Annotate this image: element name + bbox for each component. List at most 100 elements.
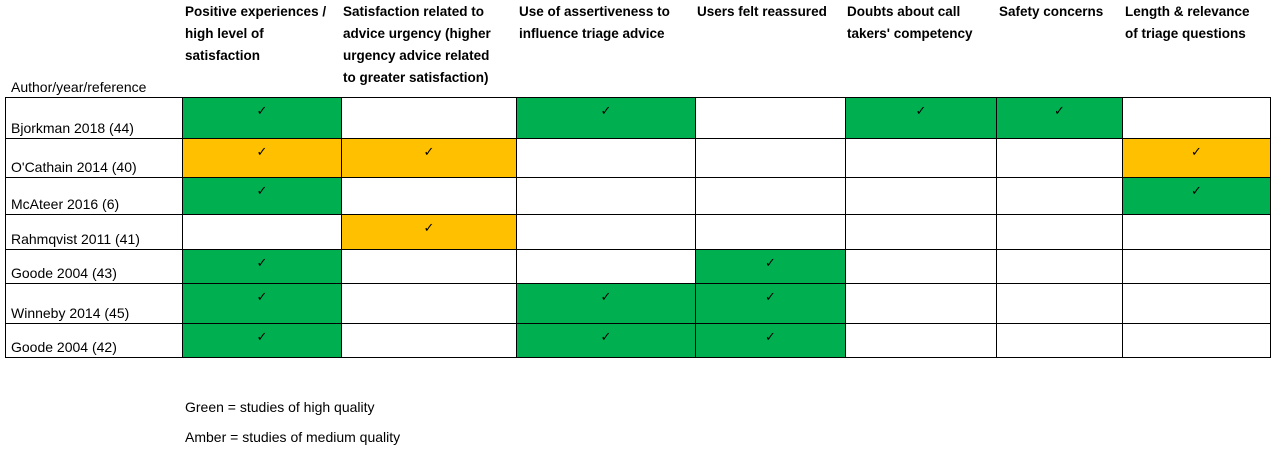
check-icon: ✓ (256, 290, 268, 305)
finding-cell: ✓ (695, 283, 846, 324)
finding-cell: ✓ (182, 177, 342, 215)
column-header-6: Safety concerns (999, 1, 1103, 23)
check-icon: ✓ (600, 330, 612, 345)
finding-cell: ✓ (516, 283, 696, 324)
finding-cell (845, 323, 997, 358)
check-icon: ✓ (1191, 145, 1202, 160)
column-header-2: Satisfaction related to advice urgency (h… (343, 1, 491, 89)
finding-cell (845, 249, 997, 284)
author-cell: Bjorkman 2018 (44) (5, 97, 183, 139)
finding-cell: ✓ (695, 249, 846, 284)
column-header-1: Positive experiences / high level of satis… (185, 1, 326, 67)
finding-cell: ✓ (516, 97, 696, 139)
author-label: Goode 2004 (42) (11, 339, 117, 355)
column-header-3: Use of assertiveness to influence triage … (519, 1, 670, 45)
author-label: Winneby 2014 (45) (11, 305, 130, 321)
author-label: Goode 2004 (43) (11, 265, 117, 281)
finding-cell (341, 249, 517, 284)
finding-cell (695, 97, 846, 139)
author-column-heading: Author/year/reference (11, 79, 147, 95)
finding-cell (1122, 214, 1271, 250)
finding-cell (996, 214, 1123, 250)
author-cell: Rahmqvist 2011 (41) (5, 214, 183, 250)
author-label: McAteer 2016 (6) (11, 196, 120, 212)
finding-cell (516, 249, 696, 284)
check-icon: ✓ (765, 290, 776, 305)
column-header-line: Safety concerns (999, 4, 1104, 19)
author-label: O'Cathain 2014 (40) (11, 159, 137, 175)
column-header-line: influence triage advice (519, 26, 665, 41)
finding-cell (996, 177, 1123, 215)
finding-cell: ✓ (182, 97, 342, 139)
table-row: McAteer 2016 (6) ✓ ✓ (5, 177, 1271, 215)
finding-cell (996, 283, 1123, 324)
check-icon: ✓ (915, 104, 927, 119)
check-icon: ✓ (256, 330, 268, 345)
check-icon: ✓ (600, 104, 612, 119)
finding-cell (341, 323, 517, 358)
column-header-line: Positive experiences / (185, 4, 327, 19)
finding-cell (845, 138, 997, 178)
check-icon: ✓ (1191, 184, 1202, 199)
author-cell: McAteer 2016 (6) (5, 177, 183, 215)
column-header-line: of triage questions (1125, 26, 1246, 41)
column-header-line: high level of (185, 26, 264, 41)
column-header-line: urgency advice related (343, 48, 490, 63)
finding-cell (341, 283, 517, 324)
finding-cell: ✓ (182, 249, 342, 284)
finding-cell (1122, 249, 1271, 284)
column-header-line: Length & relevance (1125, 4, 1250, 19)
column-header-line: Satisfaction related to (343, 4, 485, 19)
table-row: Goode 2004 (42) ✓ ✓ ✓ (5, 323, 1271, 358)
check-icon: ✓ (765, 256, 776, 271)
finding-cell (695, 138, 846, 178)
finding-cell (182, 214, 342, 250)
finding-cell (996, 249, 1123, 284)
author-cell: Goode 2004 (43) (5, 249, 183, 284)
check-icon: ✓ (423, 145, 435, 160)
column-header-line: takers' competency (847, 26, 973, 41)
finding-cell: ✓ (516, 323, 696, 358)
column-header-line: satisfaction (185, 48, 261, 63)
finding-cell: ✓ (1122, 138, 1271, 178)
finding-cell (845, 177, 997, 215)
finding-cell (996, 323, 1123, 358)
column-header-line: Users felt reassured (697, 4, 827, 19)
finding-cell (845, 283, 997, 324)
column-header-7: Length & relevance of triage questions (1125, 1, 1250, 45)
finding-cell: ✓ (695, 323, 846, 358)
table-row: Goode 2004 (43) ✓ ✓ (5, 249, 1271, 284)
finding-cell (516, 138, 696, 178)
finding-cell (516, 214, 696, 250)
finding-cell (341, 177, 517, 215)
finding-cell: ✓ (341, 138, 517, 178)
finding-cell: ✓ (341, 214, 517, 250)
finding-cell (341, 97, 517, 139)
author-cell: Goode 2004 (42) (5, 323, 183, 358)
finding-cell (695, 214, 846, 250)
check-icon: ✓ (423, 221, 435, 236)
finding-cell (1122, 323, 1271, 358)
finding-cell (1122, 97, 1271, 139)
finding-cell (1122, 283, 1271, 324)
finding-cell: ✓ (996, 97, 1123, 139)
table-row: Rahmqvist 2011 (41) ✓ (5, 214, 1271, 250)
finding-cell (845, 214, 997, 250)
finding-cell: ✓ (182, 323, 342, 358)
table-row: Winneby 2014 (45) ✓ ✓ ✓ (5, 283, 1271, 324)
column-header-4: Users felt reassured (697, 1, 827, 23)
check-icon: ✓ (1054, 104, 1065, 119)
legend-line: Green = studies of high quality (185, 399, 375, 415)
author-cell: Winneby 2014 (45) (5, 283, 183, 324)
check-icon: ✓ (256, 184, 268, 199)
finding-cell (695, 177, 846, 215)
finding-cell (996, 138, 1123, 178)
column-header-line: advice urgency (higher (343, 26, 491, 41)
author-cell: O'Cathain 2014 (40) (5, 138, 183, 178)
finding-cell: ✓ (182, 138, 342, 178)
column-header-line: Use of assertiveness to (519, 4, 670, 19)
finding-cell: ✓ (1122, 177, 1271, 215)
check-icon: ✓ (765, 330, 776, 345)
author-label: Bjorkman 2018 (44) (11, 120, 134, 136)
column-header-5: Doubts about call takers' competency (847, 1, 973, 45)
